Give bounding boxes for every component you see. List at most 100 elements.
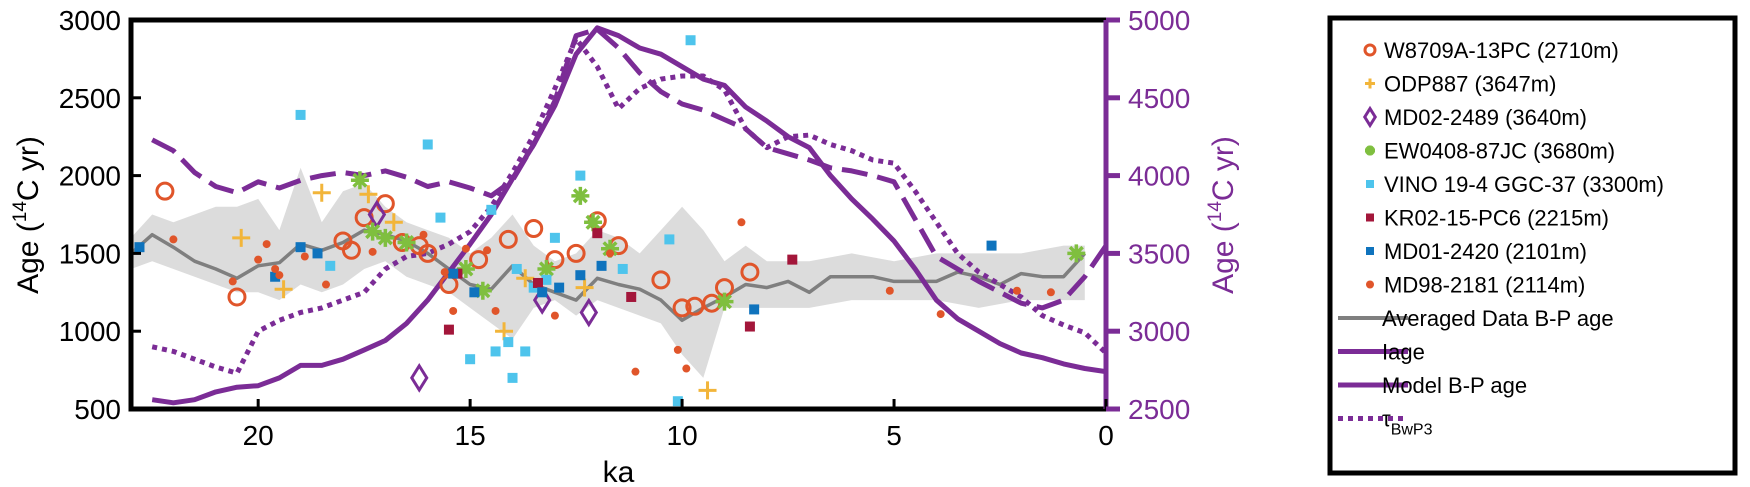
- data-point-7-14: [491, 306, 500, 315]
- legend-label-4: VINO 19-4 GGC-37 (3300m): [1384, 172, 1664, 197]
- x-tick-label: 20: [243, 420, 274, 451]
- data-point-0-22: [740, 262, 760, 282]
- data-point-7-3: [262, 240, 271, 249]
- legend-label-10: Model B-P age: [1382, 373, 1527, 398]
- data-point-1-6: [516, 269, 535, 288]
- data-point-7-8: [368, 247, 377, 256]
- data-point-5-0: [443, 324, 454, 335]
- data-point-7-16: [606, 249, 615, 258]
- data-point-3-9: [601, 239, 620, 258]
- data-point-0-14: [566, 243, 586, 263]
- data-point-6-0: [134, 242, 145, 253]
- data-point-6-6: [537, 287, 548, 298]
- y-left-tick-label: 1000: [59, 316, 121, 347]
- data-point-4-13: [549, 232, 560, 243]
- data-point-0-10: [469, 250, 489, 270]
- legend-marker-5: [1366, 213, 1374, 222]
- y-axis-label-left: Age (14C yr): [10, 136, 45, 294]
- data-point-4-3: [435, 212, 446, 223]
- data-point-4-0: [295, 109, 306, 120]
- data-point-7-11: [449, 306, 458, 315]
- plot-frame: [128, 17, 1109, 412]
- y-right-tick-label: 2500: [1128, 394, 1190, 425]
- x-tick-label: 5: [886, 420, 902, 451]
- data-point-1-8: [698, 381, 717, 400]
- data-point-4-16: [664, 234, 675, 245]
- data-point-3-6: [537, 259, 556, 278]
- y-right-tick-label: 5000: [1128, 5, 1190, 36]
- data-point-4-6: [490, 346, 501, 357]
- data-point-0-11: [498, 229, 518, 249]
- data-point-4-2: [422, 139, 433, 150]
- legend-label-1: ODP887 (3647m): [1384, 72, 1556, 97]
- data-point-2-3: [579, 297, 599, 328]
- data-point-3-11: [1067, 244, 1086, 263]
- data-point-3-4: [456, 259, 475, 278]
- data-point-5-2: [532, 277, 543, 288]
- data-point-0-17: [651, 270, 671, 290]
- data-point-0-8: [418, 243, 438, 263]
- data-point-3-3: [397, 233, 416, 252]
- data-point-3-8: [584, 213, 603, 232]
- data-point-4-12: [541, 274, 552, 285]
- data-point-3-10: [715, 292, 734, 311]
- legend-label-6: MD01-2420 (2101m): [1384, 239, 1587, 264]
- data-point-7-10: [440, 268, 449, 277]
- data-point-3-1: [363, 222, 382, 241]
- data-point-1-1: [274, 280, 293, 299]
- legend-label-5: KR02-15-PC6 (2215m): [1384, 206, 1609, 231]
- x-tick-label: 10: [667, 420, 698, 451]
- legend-label-2: MD02-2489 (3640m): [1384, 105, 1587, 130]
- legend-marker-2: [1362, 105, 1378, 129]
- data-point-7-23: [1012, 286, 1021, 295]
- data-point-0-0: [155, 181, 175, 201]
- data-point-7-7: [322, 280, 330, 289]
- data-point-1-2: [312, 183, 331, 202]
- data-point-1-3: [359, 185, 378, 204]
- data-point-1-0: [232, 228, 251, 247]
- series-line-3: [151, 36, 1106, 376]
- data-point-4-14: [575, 170, 586, 181]
- data-point-5-3: [592, 228, 603, 239]
- data-point-6-1: [270, 271, 281, 282]
- data-point-4-7: [503, 337, 514, 348]
- data-point-7-2: [254, 255, 263, 264]
- data-point-0-3: [341, 240, 361, 260]
- data-point-3-5: [473, 281, 492, 300]
- x-axis-label: ka: [603, 456, 635, 487]
- y-left-tick-label: 500: [74, 394, 121, 425]
- data-point-7-13: [483, 246, 492, 255]
- x-tick-label: 0: [1098, 420, 1114, 451]
- x-tick-label: 15: [455, 420, 486, 451]
- data-point-7-1: [228, 277, 237, 286]
- data-point-6-5: [469, 287, 480, 298]
- data-point-4-10: [520, 346, 531, 357]
- data-point-7-12: [461, 244, 470, 253]
- data-point-5-5: [744, 321, 755, 332]
- data-point-7-0: [169, 235, 178, 244]
- data-point-7-19: [682, 364, 691, 373]
- data-point-4-15: [617, 263, 628, 274]
- data-point-4-5: [486, 204, 497, 215]
- data-point-7-24: [1046, 288, 1055, 297]
- data-point-7-17: [631, 367, 640, 376]
- legend-marker-0: [1363, 43, 1377, 57]
- data-point-4-4: [465, 354, 476, 365]
- legend-marker-4: [1366, 180, 1374, 188]
- data-point-6-9: [596, 260, 607, 271]
- data-point-6-3: [312, 248, 323, 259]
- data-point-7-9: [419, 230, 428, 239]
- data-point-7-4: [271, 264, 280, 273]
- y-left-tick-label: 2000: [59, 161, 121, 192]
- data-point-7-22: [936, 310, 945, 319]
- data-point-0-18: [672, 298, 692, 318]
- data-point-6-10: [749, 304, 760, 315]
- data-point-3-0: [350, 171, 369, 190]
- legend-marker-7: [1366, 280, 1374, 289]
- data-point-7-6: [300, 252, 309, 261]
- data-point-1-4: [384, 213, 403, 232]
- data-point-0-12: [524, 219, 544, 239]
- data-point-4-18: [685, 35, 696, 46]
- y-right-tick-label: 3000: [1128, 316, 1190, 347]
